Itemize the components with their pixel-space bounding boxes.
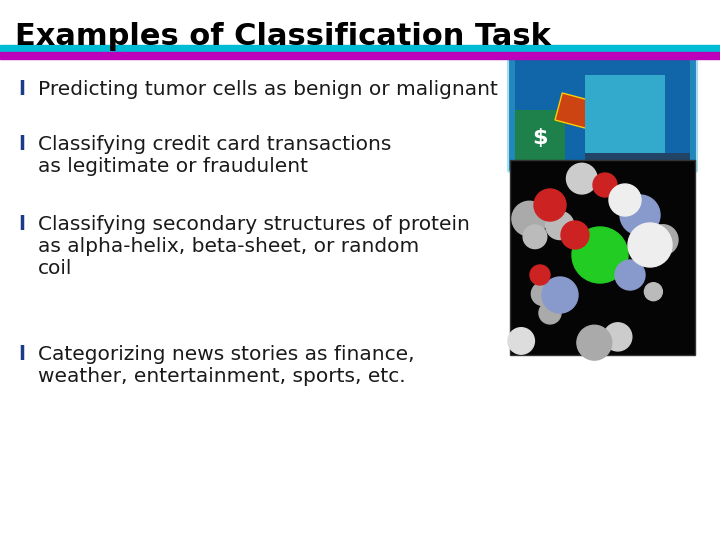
- FancyBboxPatch shape: [508, 53, 697, 172]
- Text: Categorizing news stories as finance,: Categorizing news stories as finance,: [38, 345, 415, 364]
- Text: as alpha-helix, beta-sheet, or random: as alpha-helix, beta-sheet, or random: [38, 237, 419, 256]
- Text: coil: coil: [38, 259, 73, 278]
- Text: l: l: [18, 345, 25, 364]
- Circle shape: [603, 323, 632, 351]
- Circle shape: [567, 163, 597, 194]
- Text: Predicting tumor cells as benign or malignant: Predicting tumor cells as benign or mali…: [38, 80, 498, 99]
- Text: Classifying secondary structures of protein: Classifying secondary structures of prot…: [38, 215, 470, 234]
- Circle shape: [572, 227, 628, 283]
- Bar: [0, 45, 720, 52]
- Circle shape: [648, 225, 678, 255]
- Bar: [0, 52, 720, 59]
- Bar: [515, 60, 690, 165]
- Circle shape: [610, 258, 628, 276]
- Bar: [585, 153, 690, 165]
- Circle shape: [609, 184, 641, 216]
- Circle shape: [644, 283, 662, 301]
- Circle shape: [628, 223, 672, 267]
- Circle shape: [523, 225, 546, 248]
- Circle shape: [546, 211, 574, 240]
- Text: as legitimate or fraudulent: as legitimate or fraudulent: [38, 157, 308, 176]
- Circle shape: [561, 221, 589, 249]
- Bar: [510, 160, 695, 355]
- Circle shape: [620, 195, 660, 235]
- Circle shape: [593, 173, 617, 197]
- Text: weather, entertainment, sports, etc.: weather, entertainment, sports, etc.: [38, 367, 405, 386]
- Text: l: l: [18, 215, 25, 234]
- Bar: [515, 110, 565, 165]
- Circle shape: [539, 302, 561, 324]
- Circle shape: [512, 201, 546, 236]
- Text: l: l: [18, 135, 25, 154]
- Circle shape: [508, 328, 534, 354]
- Text: Classifying credit card transactions: Classifying credit card transactions: [38, 135, 392, 154]
- Circle shape: [542, 277, 578, 313]
- Bar: [585, 75, 665, 155]
- Circle shape: [577, 325, 612, 360]
- Text: Examples of Classification Task: Examples of Classification Task: [15, 22, 551, 51]
- Text: $: $: [532, 128, 548, 148]
- Circle shape: [615, 260, 645, 290]
- Circle shape: [534, 189, 566, 221]
- Circle shape: [531, 282, 554, 306]
- Circle shape: [530, 265, 550, 285]
- Text: l: l: [18, 80, 25, 99]
- Bar: [555, 93, 601, 130]
